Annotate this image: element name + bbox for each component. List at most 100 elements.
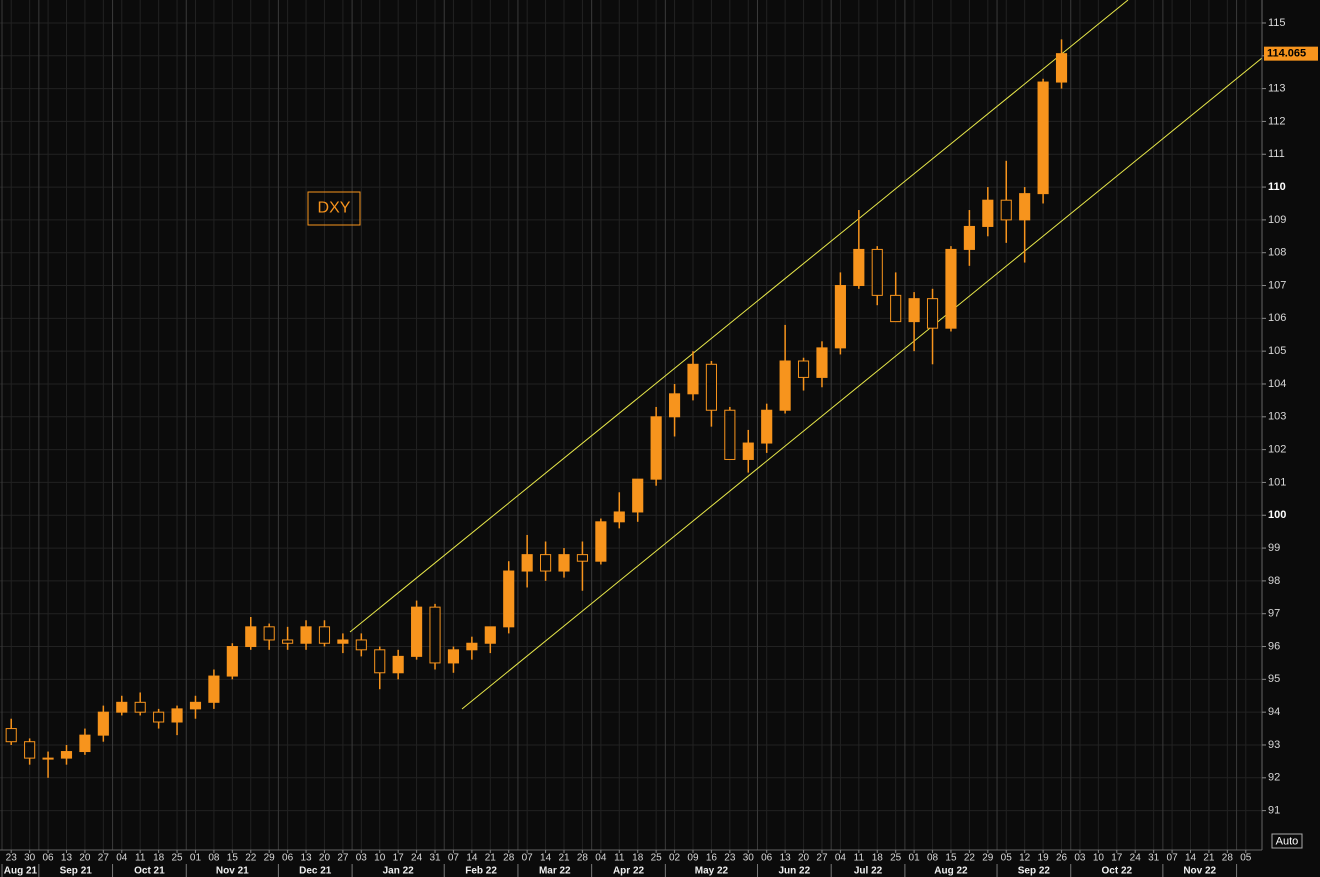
- x-tick-label: 11: [135, 853, 146, 864]
- y-tick-label: 100: [1268, 509, 1286, 521]
- month-label: Apr 22: [613, 866, 645, 877]
- x-tick-label: 24: [411, 853, 423, 864]
- x-tick-label: 04: [835, 853, 847, 864]
- x-tick-label: 29: [982, 853, 994, 864]
- y-tick-label: 109: [1268, 214, 1286, 226]
- month-label: Oct 21: [134, 866, 165, 877]
- y-tick-label: 98: [1268, 575, 1280, 587]
- month-label: Oct 22: [1102, 866, 1133, 877]
- auto-button-label[interactable]: Auto: [1276, 835, 1299, 847]
- x-tick-label: 04: [116, 853, 128, 864]
- candle-body: [613, 511, 625, 523]
- y-tick-label: 96: [1268, 640, 1280, 652]
- x-tick-label: 07: [448, 853, 460, 864]
- candle-body: [466, 642, 478, 651]
- candle-body: [650, 416, 662, 480]
- y-tick-label: 101: [1268, 476, 1286, 488]
- candle-body: [963, 225, 975, 250]
- x-tick-label: 01: [909, 853, 921, 864]
- month-label: Sep 21: [60, 866, 93, 877]
- candle-body: [263, 626, 275, 641]
- candle-body: [171, 708, 183, 723]
- candle-body: [411, 606, 423, 657]
- x-tick-label: 07: [1167, 853, 1179, 864]
- candle-body: [558, 554, 570, 572]
- x-tick-label: 04: [595, 853, 607, 864]
- candle-body: [116, 701, 128, 713]
- candle-body: [540, 554, 552, 572]
- x-tick-label: 15: [945, 853, 957, 864]
- candle-body: [982, 199, 994, 227]
- x-tick-label: 08: [927, 853, 939, 864]
- candle-body: [1055, 53, 1068, 83]
- candle-body: [60, 751, 73, 759]
- month-label: Aug 22: [934, 866, 968, 877]
- candle-body: [1037, 81, 1049, 195]
- x-tick-label: 25: [890, 853, 902, 864]
- auto-button[interactable]: [1271, 833, 1303, 849]
- month-label: Feb 22: [465, 866, 497, 877]
- candle-body: [908, 298, 920, 323]
- month-label: Mar 22: [539, 866, 571, 877]
- x-tick-label: 23: [6, 853, 18, 864]
- candle-body: [816, 347, 828, 378]
- x-tick-label: 17: [1111, 853, 1123, 864]
- last-price-label: 114.065: [1267, 48, 1306, 60]
- candle-body: [779, 360, 791, 411]
- x-tick-label: 16: [706, 853, 718, 864]
- candle-body: [392, 655, 404, 674]
- month-label: Nov 22: [1183, 866, 1216, 877]
- candle-body: [134, 701, 146, 713]
- y-tick-label: 95: [1268, 673, 1280, 685]
- candle-body: [668, 393, 681, 418]
- candle-body: [521, 554, 533, 572]
- candle-body: [189, 701, 202, 710]
- month-label: Jan 22: [383, 866, 415, 877]
- x-tick-label: 11: [854, 853, 865, 864]
- y-tick-label: 91: [1268, 805, 1280, 817]
- candle-body: [871, 248, 883, 296]
- x-tick-label: 18: [872, 853, 884, 864]
- x-tick-label: 27: [337, 853, 349, 864]
- x-tick-label: 24: [1130, 853, 1142, 864]
- y-tick-label: 115: [1268, 17, 1286, 29]
- candle-body: [632, 478, 644, 513]
- candle-body: [300, 626, 312, 644]
- chart-title: DXY: [318, 200, 351, 217]
- x-tick-label: 22: [245, 853, 257, 864]
- channel-upper: [349, 0, 1129, 633]
- x-tick-label: 21: [485, 853, 497, 864]
- x-tick-label: 05: [1240, 853, 1252, 864]
- candle-body: [761, 409, 773, 444]
- x-tick-label: 31: [429, 853, 441, 864]
- x-tick-label: 03: [1074, 853, 1086, 864]
- x-tick-label: 25: [171, 853, 183, 864]
- y-tick-label: 108: [1268, 247, 1286, 259]
- y-tick-label: 102: [1268, 444, 1286, 456]
- candle-body: [447, 649, 460, 664]
- x-tick-label: 14: [540, 853, 552, 864]
- x-tick-label: 21: [558, 853, 570, 864]
- month-label: Sep 22: [1018, 866, 1051, 877]
- y-tick-label: 113: [1268, 83, 1286, 95]
- y-tick-label: 112: [1268, 115, 1286, 127]
- x-tick-label: 05: [1001, 853, 1013, 864]
- x-tick-label: 15: [227, 853, 239, 864]
- x-tick-label: 14: [466, 853, 478, 864]
- month-label: Dec 21: [299, 866, 332, 877]
- candle-body: [153, 711, 165, 723]
- x-tick-label: 01: [190, 853, 202, 864]
- y-tick-label: 110: [1268, 181, 1286, 193]
- y-tick-label: 107: [1268, 279, 1286, 291]
- x-tick-label: 17: [393, 853, 405, 864]
- x-tick-label: 11: [614, 853, 625, 864]
- x-tick-label: 08: [208, 853, 220, 864]
- y-tick-label: 92: [1268, 772, 1280, 784]
- x-tick-label: 02: [669, 853, 681, 864]
- candle-body: [374, 649, 386, 674]
- x-tick-label: 13: [780, 853, 792, 864]
- candle-body: [797, 360, 810, 378]
- y-tick-label: 99: [1268, 542, 1280, 554]
- candle-body: [97, 711, 109, 736]
